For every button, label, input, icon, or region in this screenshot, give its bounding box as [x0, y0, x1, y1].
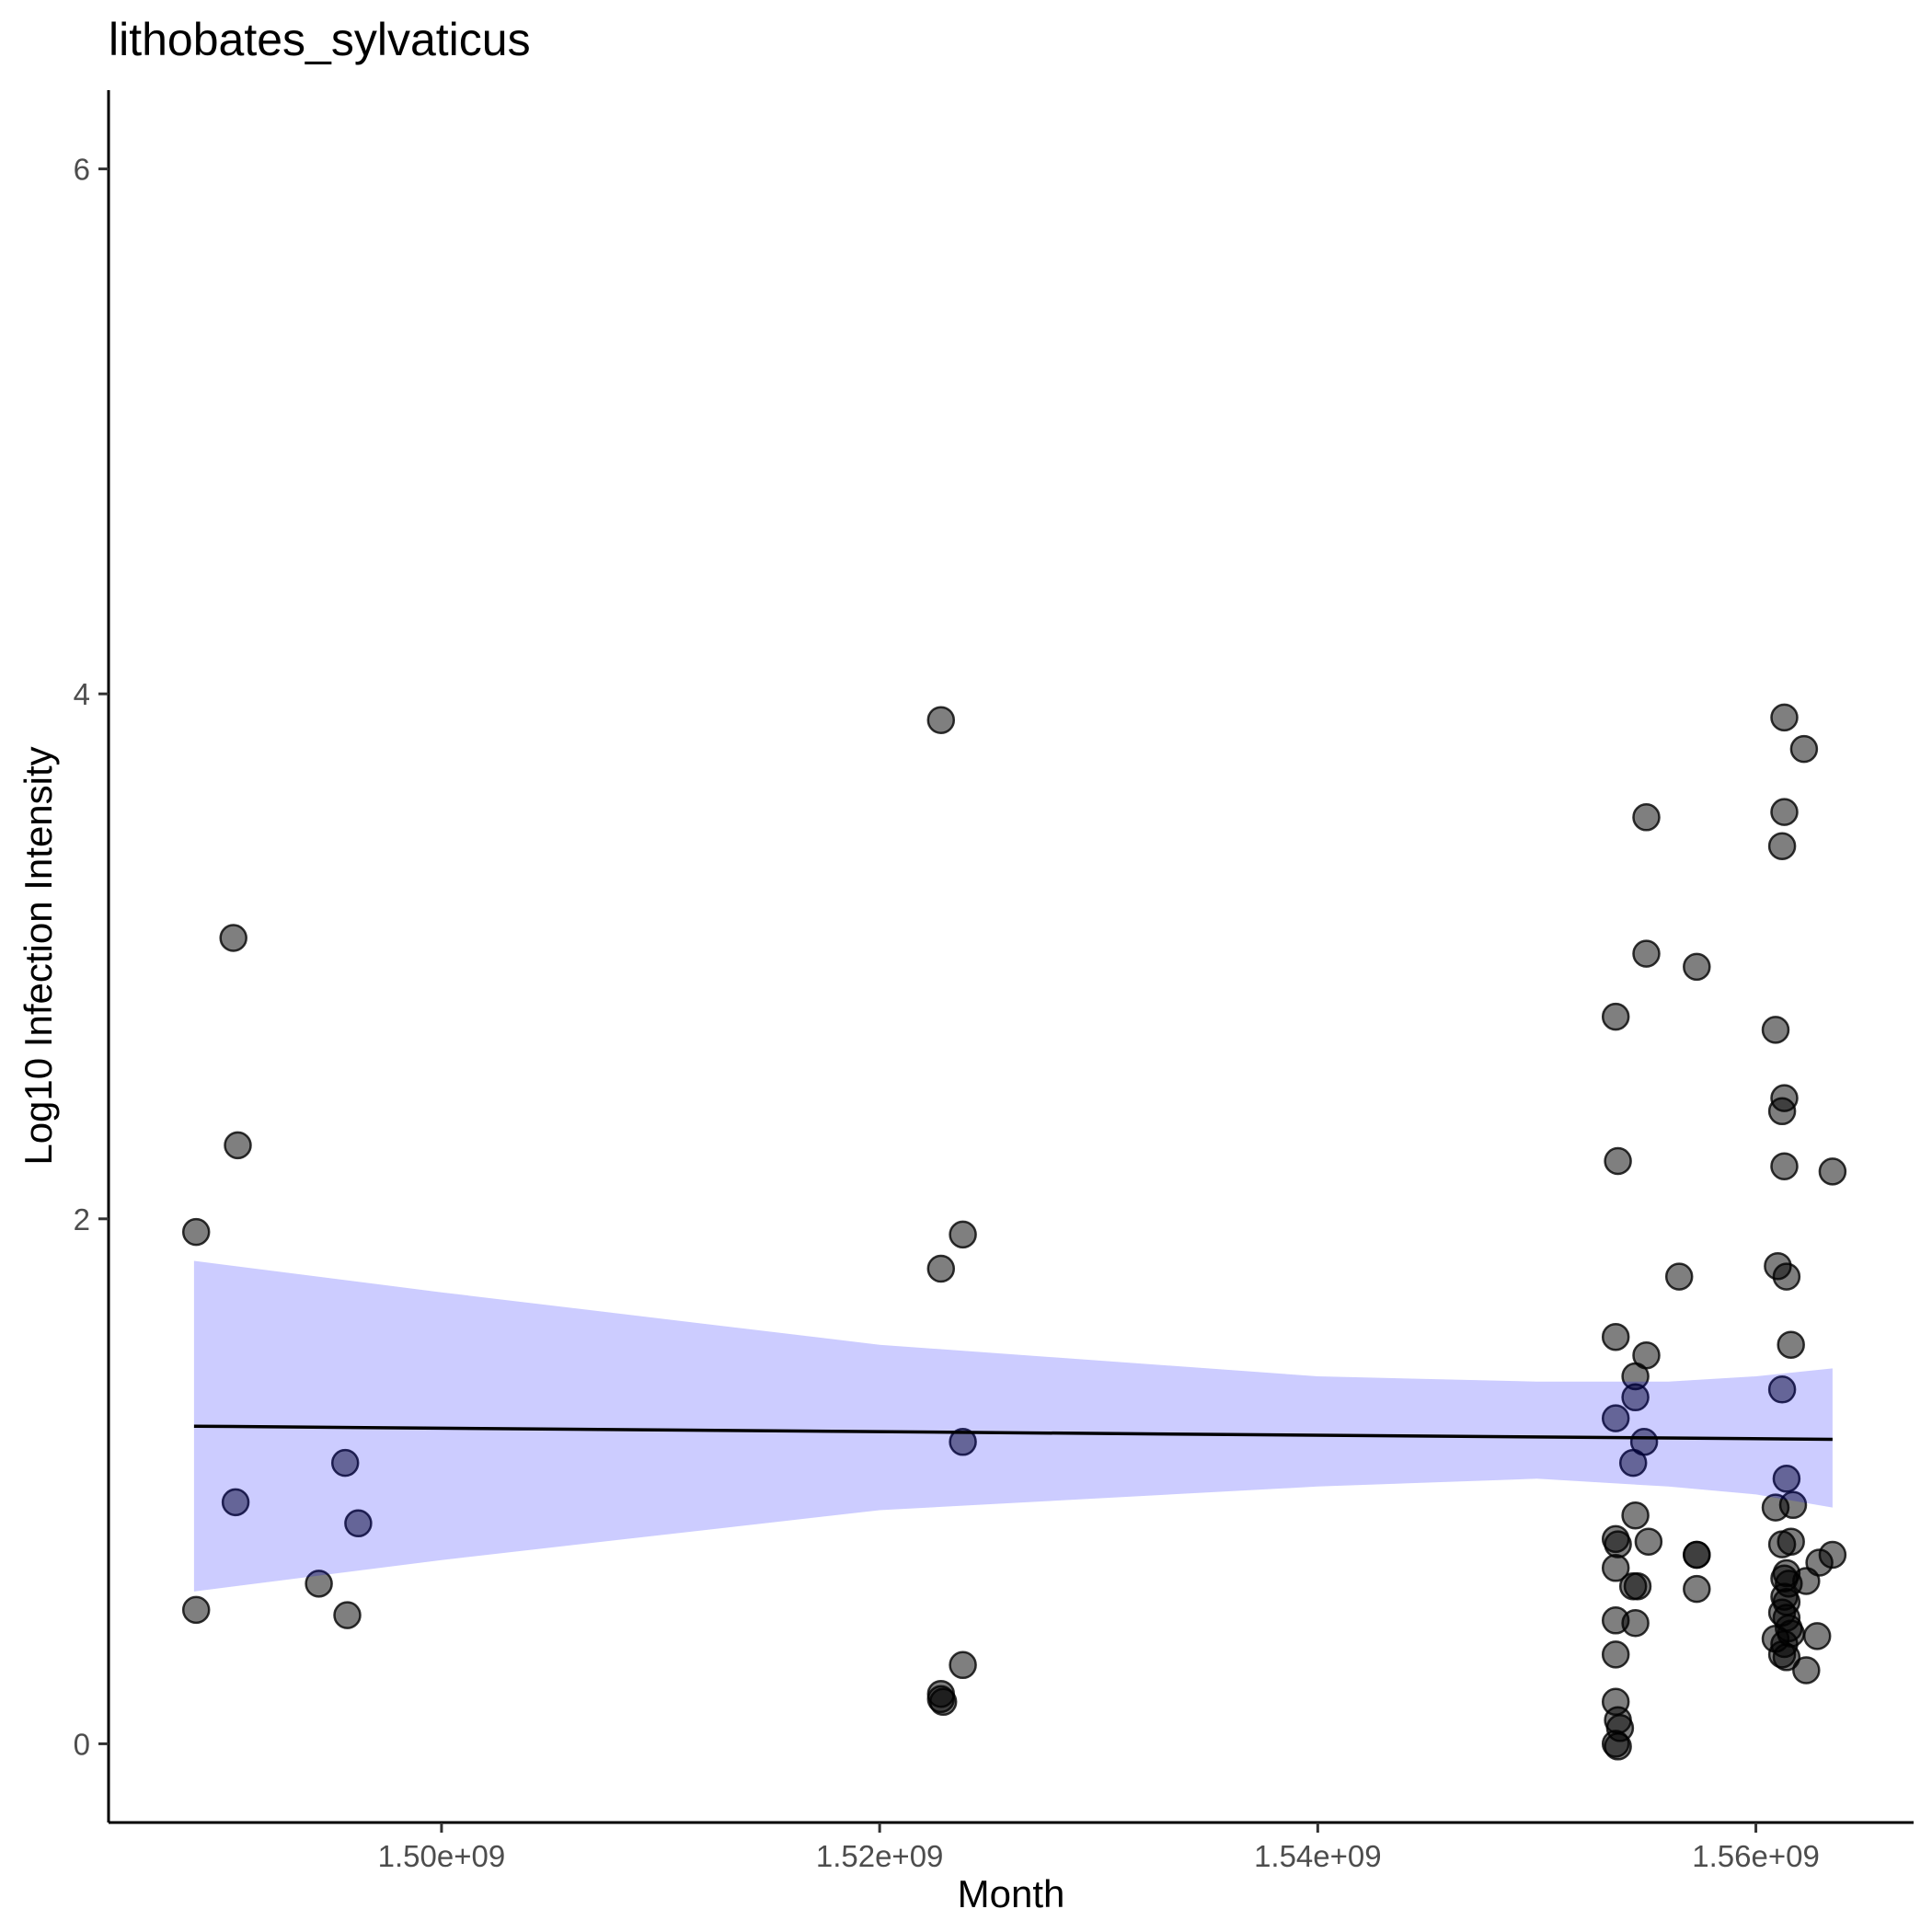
data-point [1772, 1262, 1801, 1291]
data-point [1792, 1656, 1821, 1685]
data-point [1767, 1097, 1797, 1126]
data-point [1664, 1262, 1694, 1291]
x-axis-title: Month [958, 1872, 1065, 1915]
data-point [333, 1601, 362, 1629]
x-tick-label: 1.54e+09 [1254, 1839, 1382, 1873]
data-point [221, 1488, 250, 1517]
data-point [1683, 952, 1711, 982]
data-point [1629, 1428, 1659, 1456]
y-axis-title: Log10 Infection Intensity [17, 746, 60, 1165]
trend-line [193, 1424, 1833, 1442]
x-tick-label: 1.52e+09 [816, 1839, 944, 1873]
data-point [1621, 1383, 1650, 1412]
data-point [1772, 1465, 1801, 1493]
axes [107, 90, 1914, 1824]
x-tick-label: 1.56e+09 [1692, 1839, 1820, 1873]
data-point [1818, 1540, 1847, 1570]
data-point [1604, 1146, 1632, 1176]
y-tick-label: 6 [74, 153, 90, 187]
data-point [1604, 1530, 1632, 1558]
x-tick-label: 1.50e+09 [378, 1839, 506, 1873]
data-point [1601, 1002, 1630, 1031]
data-point [330, 1448, 360, 1478]
data-point [949, 1428, 977, 1456]
data-point [1634, 1527, 1663, 1556]
data-point [1818, 1157, 1847, 1186]
data-point [181, 1595, 211, 1625]
data-point [1772, 1643, 1801, 1672]
data-point [1604, 1732, 1632, 1761]
data-point [1789, 734, 1819, 764]
data-point [1683, 1540, 1711, 1570]
y-tick-label: 2 [74, 1202, 90, 1236]
data-point [1770, 1152, 1799, 1180]
data-point [1601, 1640, 1630, 1669]
data-point [1683, 1574, 1711, 1604]
data-point [219, 924, 247, 952]
data-point [1802, 1622, 1832, 1650]
confidence-ribbon [193, 1260, 1833, 1592]
data-point [181, 1217, 211, 1247]
data-point [1761, 1016, 1790, 1044]
data-point [926, 706, 956, 734]
data-point [1621, 1608, 1650, 1638]
data-point [1778, 1490, 1808, 1520]
data-point [926, 1254, 956, 1283]
data-point [1623, 1571, 1652, 1601]
data-point [305, 1570, 333, 1598]
data-point [1777, 1330, 1805, 1359]
axis-ticks: 1.50e+09 1.52e+09 1.54e+09 1.56e+09 0 2 4 6 [74, 153, 1820, 1873]
data-point [1632, 803, 1661, 832]
y-tick-label: 0 [74, 1727, 90, 1761]
y-tick-label: 4 [74, 677, 90, 711]
data-point [1777, 1527, 1805, 1556]
data-point [1770, 798, 1799, 826]
data-point [344, 1509, 373, 1538]
chart-title: lithobates_sylvaticus [109, 14, 531, 65]
data-point [928, 1687, 958, 1717]
data-point [1767, 832, 1797, 860]
data-point [1601, 1404, 1630, 1432]
data-point [1601, 1322, 1630, 1351]
data-point [224, 1131, 252, 1160]
plot-area [181, 703, 1847, 1761]
data-point [949, 1650, 977, 1680]
data-point [1632, 1340, 1661, 1370]
data-point [1632, 939, 1661, 968]
data-point [949, 1220, 977, 1249]
data-point [1601, 1554, 1630, 1582]
data-point [1621, 1501, 1650, 1530]
data-point [1767, 1375, 1797, 1404]
data-point [1770, 703, 1799, 732]
